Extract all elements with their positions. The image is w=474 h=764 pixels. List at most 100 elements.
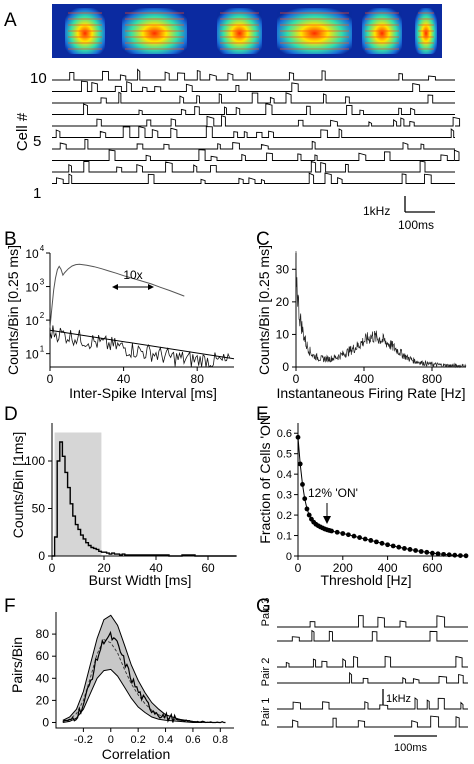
burst-width-xlabel: Burst Width [ms] [89, 572, 192, 588]
fraction-on-ytick-label: 0.6 [277, 428, 292, 440]
fraction-on-point [424, 549, 430, 555]
firing-rate-xtick-label: 0 [293, 372, 300, 386]
fraction-on-point [385, 542, 390, 548]
isi-fit-line [49, 329, 235, 360]
isi-ytick-exp: 1 [40, 345, 45, 354]
isi-xtick-label: 80 [191, 372, 205, 386]
firing-rate-ytick-label: 30 [276, 262, 290, 276]
cell-raster-trace [52, 126, 455, 138]
fraction-on-point [304, 506, 310, 512]
correlation-observed [62, 630, 226, 724]
pair-2-label: Pair 2 [260, 658, 272, 687]
correlation-mean [62, 638, 221, 723]
isi-arrowhead-right [148, 284, 154, 290]
spectrogram [52, 4, 442, 58]
burst-width-shaded-range [54, 432, 102, 556]
pair-trace [277, 655, 468, 668]
cell-raster-trace [52, 138, 455, 150]
pair-trace [277, 671, 468, 684]
cell-raster-trace [52, 68, 455, 81]
fraction-on-ytick-label: 0.4 [277, 469, 292, 481]
pair-trace [277, 715, 468, 728]
panel-f: F -0.2 0 0.2 0.4 0.6 0.8 0 20 40 60 80 Correlation… [4, 596, 234, 762]
correlation-xtick-label: 0.8 [213, 734, 228, 746]
correlation-ytick-label: 80 [36, 627, 50, 641]
firing-rate-ytick-label: 20 [276, 295, 290, 309]
cell-axis-label: Cell # [14, 112, 31, 151]
scale-freq-label: 1kHz [363, 204, 390, 218]
cell-raster-trace [52, 149, 460, 161]
isi-ytick-base: 10 [25, 247, 39, 261]
fraction-on-ylabel: Fraction of Cells 'ON' [257, 412, 273, 543]
fraction-on-point [300, 481, 305, 487]
pair-traces [277, 615, 468, 728]
isi-xtick-label: 0 [47, 372, 54, 386]
panel-e: E 0 200 400 600 0 0.1 0.2 0.3 0.4 0.5 0.6 Threshol… [256, 404, 469, 588]
fraction-on-point [446, 552, 452, 558]
pair-1-label: Pair 1 [260, 698, 272, 727]
isi-arrowhead-left [112, 284, 118, 290]
fraction-on-ytick-label: 0 [286, 551, 292, 563]
isi-ytick-base: 10 [25, 314, 39, 328]
fraction-on-point [435, 551, 441, 557]
panel-e-label: E [256, 404, 269, 425]
fraction-on-arrowhead [323, 516, 331, 524]
isi-histogram [49, 325, 230, 368]
burst-width-ticks: 0 20 40 60 0 50 100 [25, 454, 215, 575]
fraction-on-point [407, 547, 413, 552]
panel-d-label: D [4, 404, 18, 425]
panel-g: G Pair 3 Pair 2 Pair 1 1kHz 100ms [256, 596, 468, 754]
correlation-ytick-label: 20 [36, 693, 50, 707]
fraction-on-point [297, 461, 303, 467]
fraction-on-point [379, 540, 385, 546]
correlation-xtick-label: 0.2 [131, 734, 146, 746]
fraction-on-point [402, 546, 407, 551]
correlation-ytick-label: 0 [42, 715, 49, 729]
panel-c-label: C [256, 229, 270, 250]
correlation-ytick-label: 60 [36, 649, 50, 663]
cell-rasters [52, 68, 461, 184]
burst-width-histogram [52, 441, 237, 557]
correlation-ytick-label: 40 [36, 671, 50, 685]
fraction-on-point [374, 539, 379, 545]
correlation-axes [55, 612, 234, 729]
cell-raster-trace [52, 160, 455, 173]
firing-rate-xtick-label: 800 [422, 372, 442, 386]
panel-d: D 0 20 40 60 0 50 100 Burst Width [ms] Counts/… [4, 404, 237, 588]
scale-time-label: 100ms [398, 218, 434, 232]
fraction-on-point [302, 496, 308, 502]
fraction-on-point [430, 550, 435, 556]
firing-rate-ticks: 0 400 800 0 10 20 30 [276, 262, 443, 386]
isi-ytick-exp: 2 [40, 311, 45, 320]
cell-raster-trace [52, 102, 455, 115]
fraction-on-xtick-label: 200 [333, 561, 353, 575]
panel-c: C 0 400 800 0 10 20 30 Instantaneous Firing Ra… [256, 229, 467, 401]
panel-b-label: B [4, 229, 17, 250]
correlation-plot [55, 612, 234, 729]
isi-ytick-base: 10 [25, 281, 39, 295]
burst-width-plot [51, 423, 237, 557]
fraction-on-point [357, 535, 362, 540]
fraction-on-ytick-label: 0.2 [277, 510, 292, 522]
panel-g-label: G [256, 596, 271, 617]
cell-raster-trace [52, 91, 455, 104]
isi-xtick-label: 40 [117, 372, 131, 386]
correlation-xtick-label: -0.2 [74, 734, 93, 746]
firing-rate-histogram [295, 251, 467, 369]
fraction-on-xlabel: Threshold [Hz] [320, 572, 411, 588]
fraction-on-ytick-label: 0.1 [277, 531, 292, 543]
fraction-on-point [390, 543, 396, 549]
panel-a-label: A [4, 10, 17, 31]
fraction-on-point [413, 548, 418, 553]
fraction-on-xtick-label: 0 [295, 561, 302, 575]
correlation-lower [62, 668, 221, 723]
isi-ytick-exp: 4 [40, 244, 45, 253]
pair-trace [277, 697, 468, 710]
correlation-band [62, 615, 221, 723]
correlation-xtick-label: 0.6 [185, 734, 200, 746]
burst-width-xtick-label: 40 [149, 561, 163, 575]
isi-ytick-base: 10 [25, 348, 39, 362]
cell-raster-trace [52, 172, 455, 184]
